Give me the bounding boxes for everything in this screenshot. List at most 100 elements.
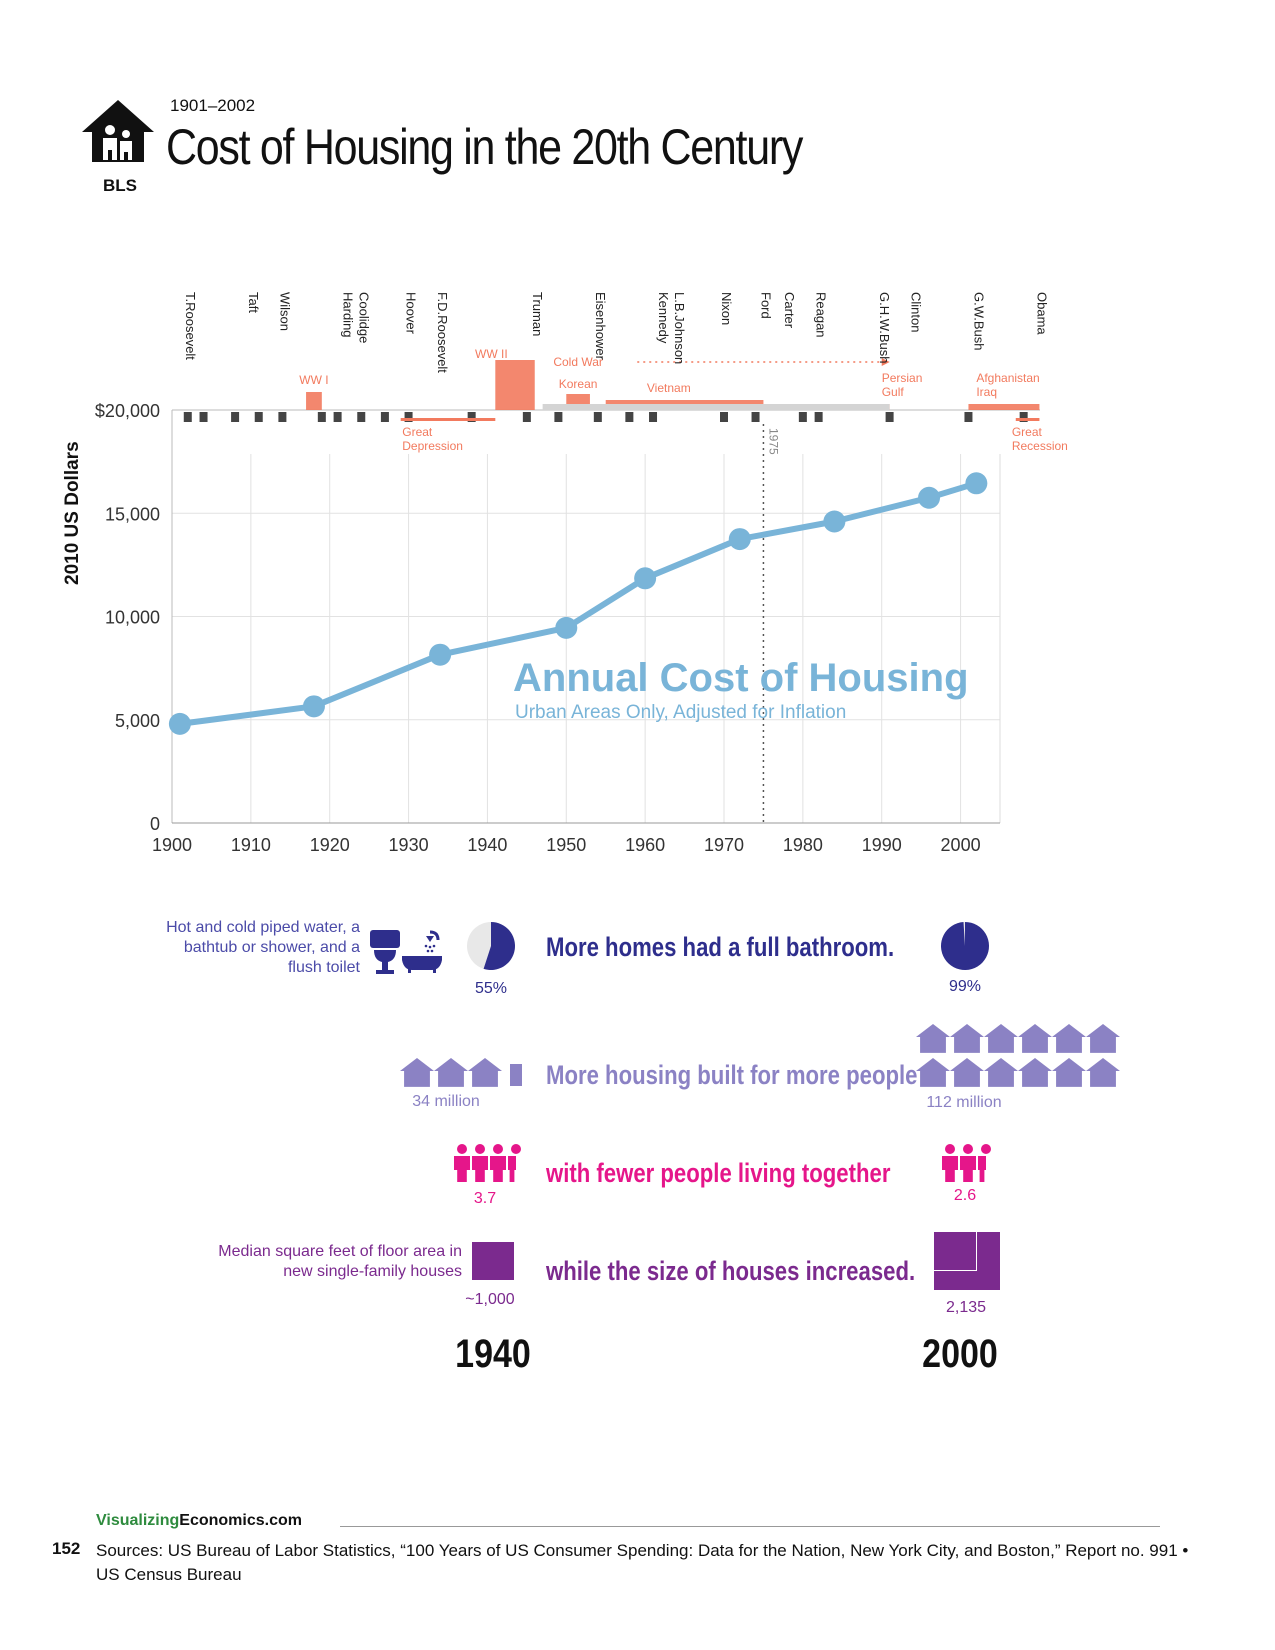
site-name-green: Visualizing bbox=[96, 1512, 180, 1529]
recession-block bbox=[885, 412, 894, 422]
person-head-icon bbox=[945, 1144, 955, 1154]
y-tick-label: 15,000 bbox=[105, 504, 160, 524]
houses-2000-icon bbox=[916, 1024, 1120, 1087]
war-bar bbox=[306, 392, 322, 410]
person-head-icon bbox=[981, 1144, 991, 1154]
recession-block bbox=[278, 412, 287, 422]
recession-block bbox=[1019, 412, 1028, 422]
event-label: Korean bbox=[559, 377, 598, 391]
recession-block bbox=[964, 412, 973, 422]
recession-block bbox=[814, 412, 823, 422]
recession-block bbox=[798, 412, 807, 422]
president-label: Reagan bbox=[814, 292, 829, 338]
recession-block bbox=[357, 412, 366, 422]
recession-block bbox=[199, 412, 208, 422]
president-label: Harding bbox=[341, 292, 356, 338]
pie-2000-icon bbox=[941, 922, 989, 970]
house-icon bbox=[950, 1024, 984, 1053]
logo-label: BLS bbox=[103, 176, 137, 195]
page-title: Cost of Housing in the 20th Century bbox=[166, 119, 803, 175]
recession-block bbox=[751, 412, 760, 422]
cold-war-arrowhead bbox=[881, 358, 890, 366]
event-label: Great bbox=[402, 425, 433, 439]
x-tick-label: 1970 bbox=[704, 835, 744, 855]
house-icon bbox=[1086, 1024, 1120, 1053]
president-label: Truman bbox=[530, 292, 545, 336]
bathroom-description: Hot and cold piped water, a bathtub or s… bbox=[166, 919, 360, 976]
person-head-icon bbox=[475, 1144, 485, 1154]
event-label: Afghanistan bbox=[976, 371, 1039, 385]
event-label: WW I bbox=[299, 373, 328, 387]
war-bar bbox=[968, 404, 1040, 410]
floor-area-1940-square bbox=[472, 1242, 514, 1280]
recession-block bbox=[649, 412, 658, 422]
president-label: Nixon bbox=[719, 292, 734, 325]
data-point bbox=[823, 510, 846, 533]
recession-block bbox=[625, 412, 634, 422]
person-head-icon bbox=[963, 1144, 973, 1154]
president-label: G.W.Bush bbox=[971, 292, 986, 351]
people-headline: with fewer people living together bbox=[546, 1158, 891, 1188]
data-point bbox=[634, 567, 657, 590]
person-head-icon bbox=[457, 1144, 467, 1154]
x-tick-label: 1960 bbox=[625, 835, 665, 855]
size-headline: while the size of houses increased. bbox=[546, 1256, 916, 1286]
president-label: Eisenhower bbox=[593, 292, 608, 361]
data-point bbox=[728, 528, 751, 551]
president-label: Coolidge bbox=[356, 292, 371, 343]
y-tick-label: 0 bbox=[150, 814, 160, 834]
recession-block bbox=[554, 412, 563, 422]
president-label: Kennedy bbox=[656, 292, 671, 344]
x-tick-label: 1990 bbox=[862, 835, 902, 855]
sources-line: Sources: US Bureau of Labor Statistics, … bbox=[96, 1541, 1189, 1584]
person-head-icon bbox=[511, 1144, 521, 1154]
x-tick-label: 1920 bbox=[310, 835, 350, 855]
data-point bbox=[965, 472, 988, 495]
house-partial-icon bbox=[510, 1064, 522, 1086]
housing-2000-value: 112 million bbox=[926, 1094, 1002, 1111]
recession-block bbox=[380, 412, 389, 422]
housing-headline: More housing built for more people bbox=[546, 1060, 918, 1090]
chart-subtitle: Urban Areas Only, Adjusted for Inflation bbox=[515, 702, 847, 723]
y-tick-label: $20,000 bbox=[95, 401, 160, 421]
president-label: F.D.Roosevelt bbox=[435, 292, 450, 373]
data-point bbox=[168, 712, 191, 735]
recession-block bbox=[231, 412, 240, 422]
houses-1940-icon bbox=[400, 1058, 522, 1087]
y-tick-label: 5,000 bbox=[115, 711, 160, 731]
event-label: Recession bbox=[1012, 439, 1068, 453]
war-bar bbox=[495, 360, 535, 410]
marker-1975-label: 1975 bbox=[766, 428, 780, 455]
site-name[interactable]: VisualizingEconomics.com bbox=[96, 1512, 302, 1530]
president-label: Carter bbox=[782, 292, 797, 329]
house-icon bbox=[1052, 1058, 1086, 1087]
chart-title: Annual Cost of Housing bbox=[513, 656, 969, 700]
size-1940-value: ~1,000 bbox=[465, 1291, 515, 1308]
recession-block bbox=[183, 412, 192, 422]
data-point bbox=[429, 643, 452, 666]
site-name-rest: Economics.com bbox=[179, 1512, 302, 1529]
year-range: 1901–2002 bbox=[170, 96, 256, 115]
event-label: Cold War bbox=[553, 355, 603, 369]
x-tick-label: 1930 bbox=[389, 835, 429, 855]
bathroom-2000-value: 99% bbox=[948, 978, 982, 995]
page-number: 152 bbox=[52, 1539, 81, 1558]
house-icon bbox=[1052, 1024, 1086, 1053]
event-label: WW II bbox=[475, 347, 508, 361]
event-label: Great bbox=[1012, 425, 1043, 439]
person-body-icon bbox=[942, 1156, 958, 1182]
recession-block bbox=[522, 412, 531, 422]
house-icon bbox=[1086, 1058, 1120, 1087]
data-point bbox=[918, 486, 941, 509]
president-label: Clinton bbox=[908, 292, 923, 332]
president-label: Wilson bbox=[278, 292, 293, 331]
president-label: Taft bbox=[246, 292, 261, 313]
person-body-icon bbox=[490, 1156, 506, 1182]
recession-block bbox=[254, 412, 263, 422]
recession-block bbox=[720, 412, 728, 422]
recession-block bbox=[404, 412, 413, 422]
great-depression-bar bbox=[400, 418, 496, 421]
president-label: G.H.W.Bush bbox=[877, 292, 892, 364]
x-tick-label: 1940 bbox=[467, 835, 507, 855]
president-label: Obama bbox=[1035, 292, 1050, 335]
